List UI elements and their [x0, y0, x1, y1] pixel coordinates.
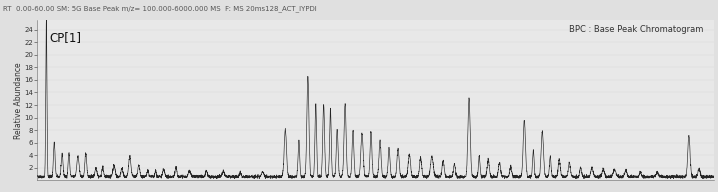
- Text: BPC : Base Peak Chromatogram: BPC : Base Peak Chromatogram: [569, 25, 704, 34]
- Y-axis label: Relative Abundance: Relative Abundance: [14, 62, 23, 139]
- Text: CP[1]: CP[1]: [50, 31, 82, 44]
- Text: RT  0.00-60.00 SM: 5G Base Peak m/z= 100.000-6000.000 MS  F: MS 20ms128_ACT_IYPD: RT 0.00-60.00 SM: 5G Base Peak m/z= 100.…: [3, 6, 317, 12]
